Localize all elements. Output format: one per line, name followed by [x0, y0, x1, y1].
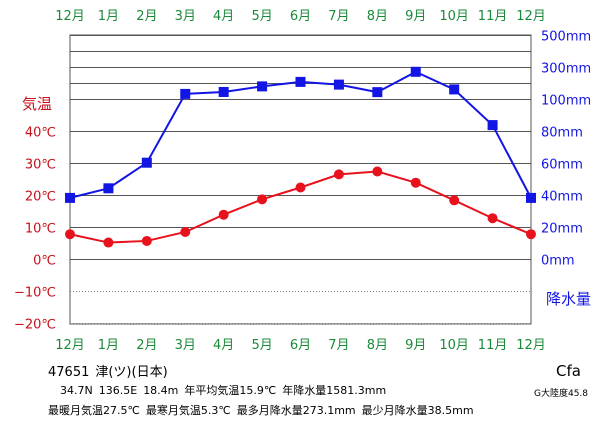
precipitation-line [69, 70, 532, 199]
temperature-point [449, 195, 460, 206]
month-label-bottom: 3月 [175, 338, 196, 353]
temperature-point [333, 169, 344, 180]
station-lon: 136.5E [98, 384, 138, 397]
month-label-top: 8月 [367, 9, 388, 24]
right-tick-label: 100mm [541, 94, 591, 109]
right-tick-label: 500mm [541, 30, 591, 45]
right-tick-label: 300mm [541, 62, 591, 77]
month-label-bottom: 4月 [213, 338, 234, 353]
left-tick-label: 20℃ [25, 190, 56, 205]
station-driest: 最少月降水量38.5mm [361, 404, 474, 417]
precipitation-point [372, 87, 383, 98]
month-label-top: 9月 [405, 9, 426, 24]
month-label-bottom: 10月 [439, 338, 469, 353]
continentality-index: G大陸度45.8 [534, 389, 589, 399]
precipitation-point [410, 66, 421, 77]
precipitation-point [218, 86, 229, 97]
month-label-bottom: 6月 [290, 338, 311, 353]
precipitation-point [257, 81, 268, 92]
right-axis-title: 降水量 [546, 290, 591, 308]
month-label-top: 11月 [478, 9, 508, 24]
temperature-point [180, 226, 191, 237]
month-label-bottom: 2月 [136, 338, 157, 353]
precipitation-point [449, 84, 460, 95]
month-label-top: 3月 [175, 9, 196, 24]
month-label-top: 12月 [516, 9, 546, 24]
temperature-point [487, 213, 498, 224]
month-label-top: 12月 [55, 9, 85, 24]
left-tick-label: 30℃ [25, 158, 56, 173]
left-tick-label: −20℃ [14, 318, 56, 333]
right-tick-label: 40mm [541, 190, 583, 205]
month-label-bottom: 8月 [367, 338, 388, 353]
left-axis-title: 気温 [22, 95, 52, 113]
station-id-name: 47651 津(ツ)(日本) [48, 361, 174, 380]
temperature-point [410, 177, 421, 188]
month-label-top: 1月 [98, 9, 119, 24]
station-annual-precip: 年降水量1581.3mm [282, 384, 387, 397]
station-avg-temp: 年平均気温15.9℃ [184, 384, 277, 397]
right-tick-label: 0mm [541, 254, 575, 269]
precipitation-point [65, 192, 75, 203]
precipitation-point [487, 120, 498, 131]
precipitation-point [333, 79, 344, 90]
month-label-bottom: 9月 [405, 338, 426, 353]
month-label-top: 7月 [328, 9, 349, 24]
right-tick-label: 20mm [541, 222, 583, 237]
station-wettest: 最多月降水量273.1mm [236, 404, 356, 417]
station-coldest: 最寒月気温5.3℃ [145, 404, 231, 417]
station-name: 津(ツ)(日本) [95, 365, 168, 380]
temperature-point [103, 237, 114, 248]
temperature-point [257, 194, 268, 205]
month-label-top: 10月 [439, 9, 469, 24]
temperature-line [69, 170, 532, 244]
left-tick-label: 0℃ [33, 254, 56, 269]
month-label-top: 5月 [251, 9, 272, 24]
temperature-point [372, 166, 383, 177]
station-warmest: 最暖月気温27.5℃ [48, 404, 140, 417]
month-label-top: 2月 [136, 9, 157, 24]
month-label-bottom: 1月 [98, 338, 119, 353]
temperature-point [526, 229, 536, 240]
right-tick-label: 60mm [541, 158, 583, 173]
temperature-point [295, 182, 306, 193]
station-elev: 18.4m [143, 384, 179, 397]
precipitation-point [180, 88, 191, 99]
left-tick-label: 10℃ [25, 222, 56, 237]
left-tick-label: −10℃ [14, 286, 56, 301]
temperature-point [65, 229, 75, 240]
precipitation-point [295, 76, 306, 87]
left-tick-label: 40℃ [25, 126, 56, 141]
month-label-bottom: 5月 [251, 338, 272, 353]
climate-chart: 0mm 20mm 40mm 60mm 80mm 100mm 300mm 500mm −20℃ −1… [14, 9, 591, 353]
precipitation-point [103, 183, 114, 194]
month-label-bottom: 12月 [55, 338, 85, 353]
right-tick-label: 80mm [541, 126, 583, 141]
month-label-bottom: 7月 [328, 338, 349, 353]
station-details: 34.7N 136.5E 18.4m 年平均気温15.9℃ 年降水量1581.3mm [60, 382, 392, 398]
month-label-bottom: 11月 [478, 338, 508, 353]
month-label-top: 6月 [290, 9, 311, 24]
month-label-bottom: 12月 [516, 338, 546, 353]
temperature-point [141, 235, 152, 246]
station-id: 47651 [48, 365, 90, 380]
month-label-top: 4月 [213, 9, 234, 24]
station-lat: 34.7N [60, 384, 93, 397]
precipitation-point [526, 192, 536, 203]
station-extremes: 最暖月気温27.5℃ 最寒月気温5.3℃ 最多月降水量273.1mm 最少月降水量38… [48, 402, 480, 418]
koppen-class: Cfa [556, 362, 581, 380]
temperature-point [218, 209, 229, 220]
precipitation-point [141, 157, 152, 168]
